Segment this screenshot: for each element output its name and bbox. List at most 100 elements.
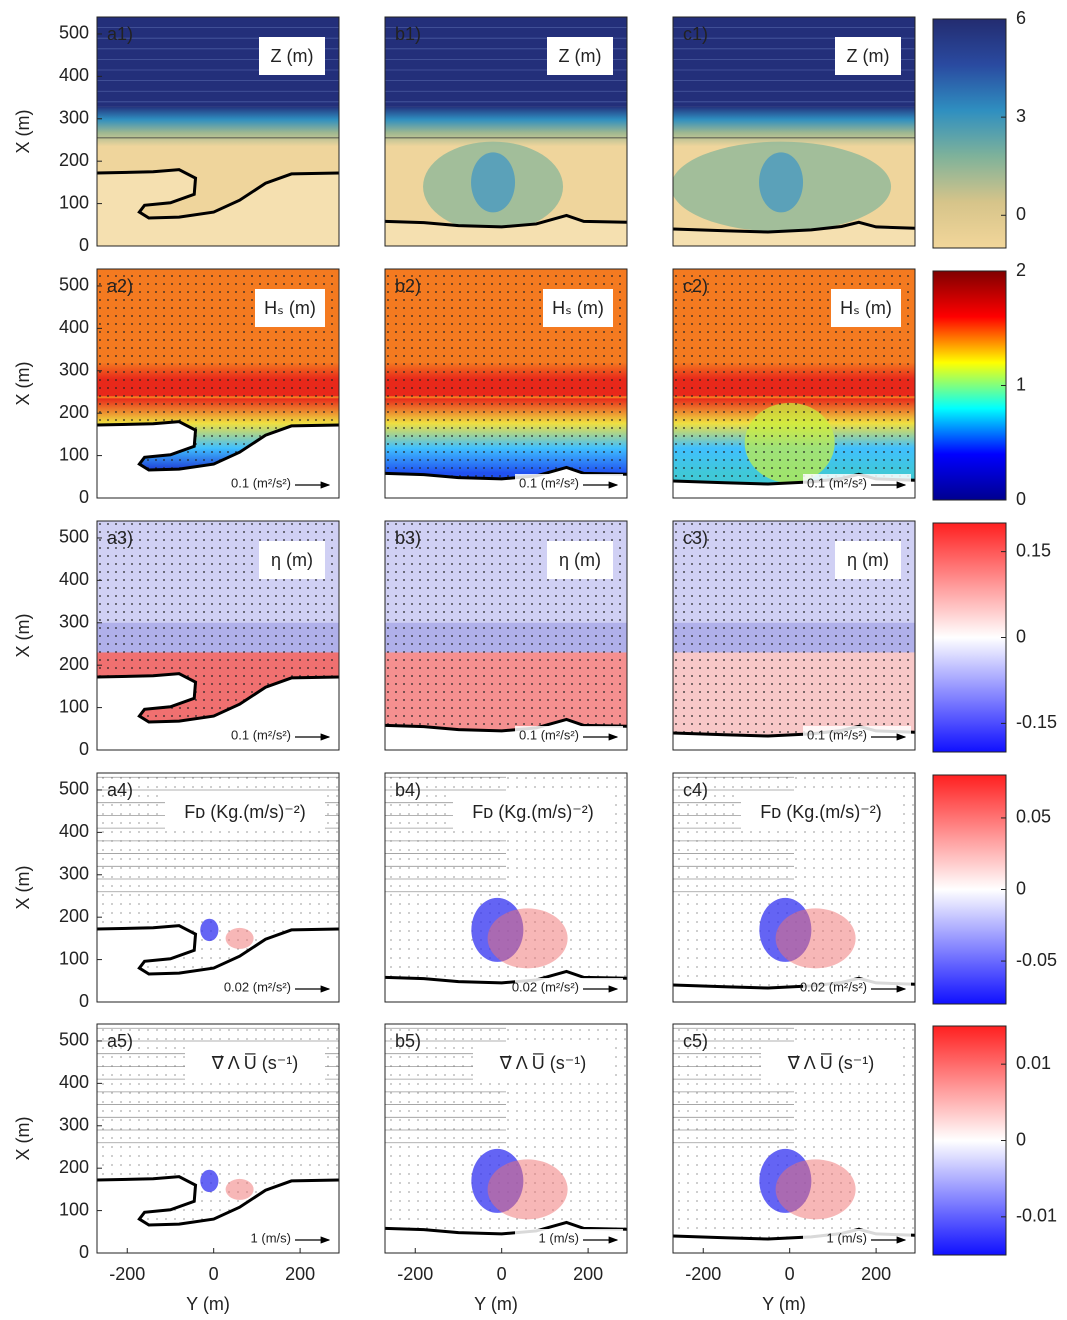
colorbar-tick-label: 0 <box>1016 1129 1026 1149</box>
x-tick-label: -200 <box>685 1264 721 1284</box>
y-axis-label: X (m) <box>13 614 33 658</box>
arrow-key-box <box>227 726 335 746</box>
y-tick-label: 400 <box>59 821 89 841</box>
field-band <box>385 106 627 147</box>
y-tick-label: 200 <box>59 906 89 926</box>
panel-label: a5) <box>107 1031 133 1051</box>
y-tick-label: 300 <box>59 864 89 884</box>
field-blob <box>759 152 804 213</box>
panel-frame <box>672 1023 916 1254</box>
field-band <box>673 106 915 147</box>
arrow-key-label: 1 (m/s) <box>827 1230 867 1245</box>
y-axis-label: X (m) <box>13 110 33 154</box>
panel-label: c2) <box>683 276 708 296</box>
land <box>97 169 339 246</box>
y-tick-label: 400 <box>59 317 89 337</box>
y-tick-label: 400 <box>59 569 89 589</box>
panel-title: Hₛ (m) <box>264 298 316 318</box>
field-blob <box>225 927 254 949</box>
y-tick-label: 100 <box>59 1199 89 1219</box>
title-box <box>259 37 325 75</box>
y-axis-label: X (m) <box>13 362 33 406</box>
shoreline <box>97 168 339 220</box>
y-tick-label: 400 <box>59 1072 89 1092</box>
x-tick-label: 0 <box>209 1264 219 1284</box>
panel-title: Fᴅ (Kg.(m/s)⁻²) <box>760 802 881 822</box>
x-tick-label: 200 <box>861 1264 891 1284</box>
title-box <box>741 793 901 831</box>
panel-title: Z (m) <box>847 46 890 66</box>
title-box <box>185 1044 325 1082</box>
arrow-key-label: 1 (m/s) <box>251 1230 291 1245</box>
arrow-key-box <box>515 474 623 494</box>
title-box <box>453 793 613 831</box>
field-blob <box>487 1159 568 1220</box>
field-band <box>97 106 339 147</box>
arrow-key-box <box>227 1229 335 1249</box>
panel-label: c5) <box>683 1031 708 1051</box>
arrow-key-label: 0.1 (m²/s²) <box>807 727 867 742</box>
shoreline <box>97 420 339 472</box>
shoreline <box>385 213 627 229</box>
arrow-key-box <box>227 978 335 998</box>
panel-label: a2) <box>107 276 133 296</box>
panel-label: b1) <box>395 24 421 44</box>
y-tick-label: 500 <box>59 23 89 43</box>
panel-frame <box>384 1023 628 1254</box>
panel-title: ∇⃗ Λ U̅ (s⁻¹) <box>787 1053 875 1073</box>
y-tick-label: 100 <box>59 192 89 212</box>
colorbar <box>932 18 1007 249</box>
panel-field <box>385 17 627 246</box>
panel-label: c1) <box>683 24 708 44</box>
y-axis-label: X (m) <box>13 1117 33 1161</box>
field-blob <box>775 908 856 969</box>
colorbar-tick-label: 0 <box>1016 204 1026 224</box>
arrow-key-box <box>803 726 911 746</box>
x-axis-label: Y (m) <box>186 1294 230 1314</box>
panel-title: Fᴅ (Kg.(m/s)⁻²) <box>472 802 593 822</box>
arrow-key-label: 0.02 (m²/s²) <box>800 979 867 994</box>
y-tick-label: 100 <box>59 696 89 716</box>
y-axis-label: X (m) <box>13 866 33 910</box>
x-axis-label: Y (m) <box>762 1294 806 1314</box>
arrow-key-box <box>515 726 623 746</box>
panel-title: Hₛ (m) <box>552 298 604 318</box>
field-blob <box>775 1159 856 1220</box>
land <box>673 222 915 246</box>
panel-label: b4) <box>395 780 421 800</box>
panel-title: η (m) <box>847 550 889 570</box>
x-tick-label: -200 <box>109 1264 145 1284</box>
shoreline <box>673 220 915 234</box>
panel-label: b3) <box>395 528 421 548</box>
arrow-key-label: 0.1 (m²/s²) <box>519 475 579 490</box>
y-tick-label: 200 <box>59 1157 89 1177</box>
title-box <box>547 37 613 75</box>
panel-title: η (m) <box>559 550 601 570</box>
arrow-key-label: 0.02 (m²/s²) <box>224 979 291 994</box>
field-blob <box>225 1178 254 1200</box>
panel-frame <box>384 16 628 247</box>
arrow-key-label: 0.1 (m²/s²) <box>519 727 579 742</box>
x-tick-label: 0 <box>497 1264 507 1284</box>
colorbar-tick-label: 1 <box>1016 374 1026 394</box>
y-tick-label: 200 <box>59 402 89 422</box>
colorbar-tick-label: 0 <box>1016 489 1026 509</box>
panel-title: Z (m) <box>559 46 602 66</box>
colorbar-tick-label: 0.15 <box>1016 540 1051 560</box>
panel-title: η (m) <box>271 550 313 570</box>
title-box <box>831 289 901 327</box>
panel-frame <box>672 772 916 1003</box>
x-axis-label: Y (m) <box>474 1294 518 1314</box>
panel-label: b2) <box>395 276 421 296</box>
title-box <box>547 541 613 579</box>
panel-title: Hₛ (m) <box>840 298 892 318</box>
x-tick-label: -200 <box>397 1264 433 1284</box>
y-tick-label: 100 <box>59 948 89 968</box>
field-blob <box>200 1169 219 1193</box>
x-tick-label: 200 <box>573 1264 603 1284</box>
field-blob <box>200 918 219 942</box>
panel-frame <box>96 268 340 499</box>
title-box <box>543 289 613 327</box>
colorbar-tick-label: 0 <box>1016 878 1026 898</box>
colorbar <box>932 1025 1007 1256</box>
